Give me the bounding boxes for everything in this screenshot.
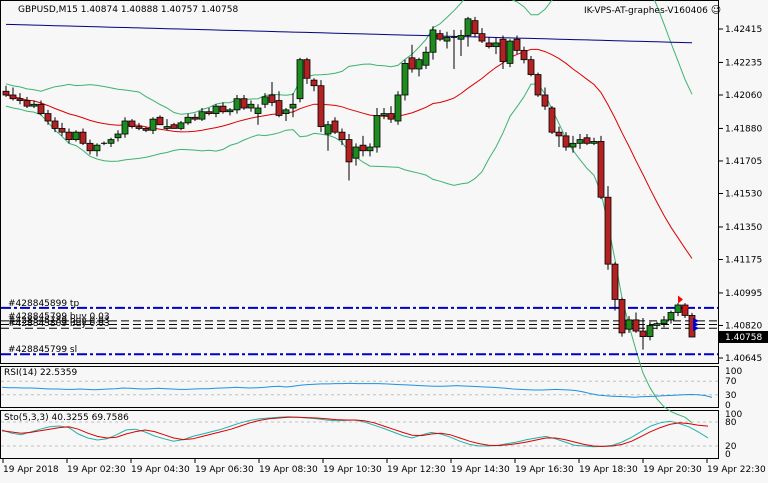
stochastic-lines — [1, 416, 718, 448]
svg-text:20: 20 — [725, 442, 737, 452]
svg-text:19 Apr 06:30: 19 Apr 06:30 — [195, 465, 254, 475]
svg-text:1.41530: 1.41530 — [725, 190, 762, 200]
svg-text:19 Apr 2018: 19 Apr 2018 — [3, 465, 59, 475]
svg-text:1.42415: 1.42415 — [725, 25, 762, 35]
svg-text:1.42060: 1.42060 — [725, 91, 762, 101]
svg-text:19 Apr 20:30: 19 Apr 20:30 — [643, 465, 702, 475]
symbol-info: GBPUSD,M15 1.40874 1.40888 1.40757 1.407… — [18, 5, 239, 15]
svg-text:19 Apr 10:30: 19 Apr 10:30 — [323, 465, 382, 475]
svg-text:1.42235: 1.42235 — [725, 58, 762, 68]
svg-text:1.40820: 1.40820 — [725, 321, 762, 331]
moving-averages — [5, 23, 693, 259]
svg-text:0: 0 — [725, 401, 731, 411]
main-price-panel[interactable] — [0, 0, 719, 364]
rsi-line — [1, 380, 718, 398]
svg-text:19 Apr 14:30: 19 Apr 14:30 — [451, 465, 510, 475]
order-label[interactable]: #428845899 tp — [8, 298, 80, 309]
svg-text:100: 100 — [725, 367, 742, 377]
order-label[interactable]: #428845809 buy 0.03 — [8, 319, 110, 330]
order-label[interactable]: #428845799 buy 0.03 — [8, 311, 110, 322]
order-lines — [1, 306, 718, 356]
svg-text:19 Apr 12:30: 19 Apr 12:30 — [387, 465, 446, 475]
rsi-panel[interactable] — [0, 366, 719, 408]
expert-name-text: IK-VPS-AT-graphes-V160406 — [584, 6, 708, 16]
svg-text:30: 30 — [725, 391, 737, 401]
svg-text:19 Apr 22:30: 19 Apr 22:30 — [707, 465, 766, 475]
rsi-label: RSI(14) 22.5359 — [4, 368, 78, 378]
trade-arrows — [678, 295, 699, 332]
svg-text:1.41175: 1.41175 — [725, 255, 762, 265]
svg-text:1.40995: 1.40995 — [725, 289, 762, 299]
svg-text:19 Apr 18:30: 19 Apr 18:30 — [579, 465, 638, 475]
expert-name: IK-VPS-AT-graphes-V160406 ☺ — [584, 5, 721, 16]
svg-text:1.40645: 1.40645 — [725, 354, 762, 364]
candlesticks — [2, 16, 696, 350]
stochastic-panel[interactable] — [0, 410, 719, 459]
svg-text:100: 100 — [725, 410, 742, 420]
svg-text:19 Apr 16:30: 19 Apr 16:30 — [515, 465, 574, 475]
stochastic-label: Sto(5,3,3) 40.3255 69.7586 — [4, 413, 129, 423]
svg-text:1.41705: 1.41705 — [725, 157, 762, 167]
svg-text:19 Apr 02:30: 19 Apr 02:30 — [67, 465, 126, 475]
price-axis: 1.42415 1.42235 1.42060 1.41880 1.41705 1.415… — [719, 25, 768, 460]
time-axis: 19 Apr 2018 19 Apr 02:30 19 Apr 04:30 19 Ap… — [2, 459, 766, 475]
svg-text:19 Apr 04:30: 19 Apr 04:30 — [131, 465, 190, 475]
svg-text:0: 0 — [725, 450, 731, 460]
svg-text:1.41880: 1.41880 — [725, 124, 762, 134]
order-label[interactable]: #428845789 buy 0.03 — [8, 315, 110, 326]
order-label[interactable]: #428845799 sl — [8, 345, 78, 356]
svg-text:1.40758: 1.40758 — [725, 333, 762, 343]
smiley-icon[interactable]: ☺ — [710, 5, 722, 16]
svg-text:80: 80 — [725, 418, 737, 428]
svg-text:1.41350: 1.41350 — [725, 223, 762, 233]
svg-text:19 Apr 08:30: 19 Apr 08:30 — [259, 465, 318, 475]
svg-text:70: 70 — [725, 377, 737, 387]
